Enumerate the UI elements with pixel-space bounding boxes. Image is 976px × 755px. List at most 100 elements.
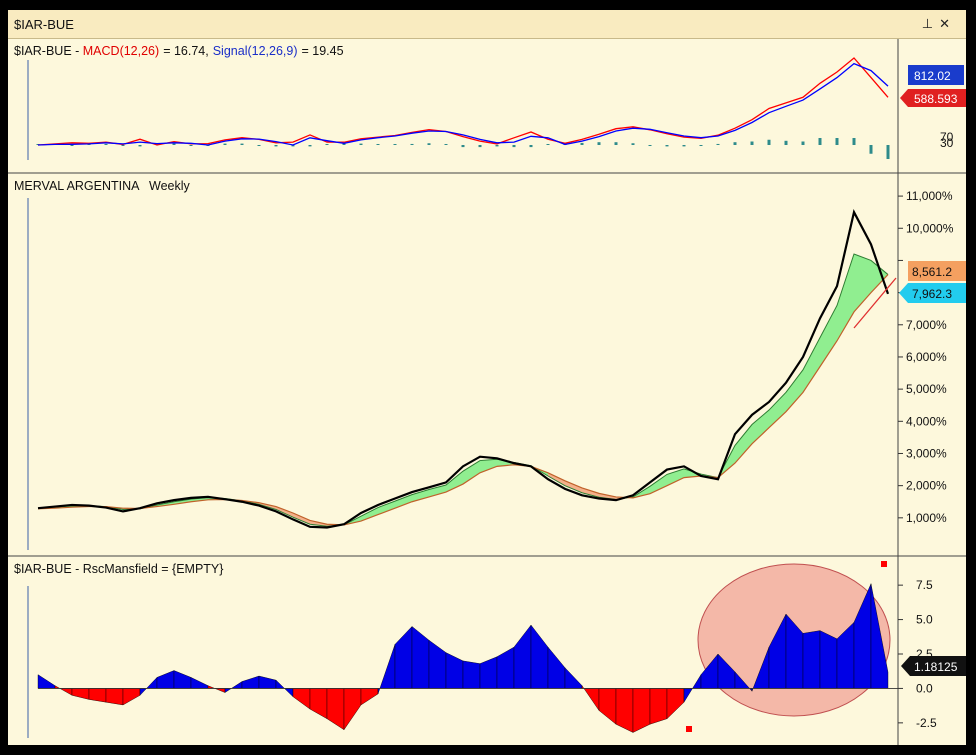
macd-histogram-bar — [852, 138, 856, 145]
price-tick-label: 11,000% — [906, 189, 953, 203]
chart-window: $IAR-BUE ⊥✕ $IAR-BUE - MACD(12,26) = 16.7… — [8, 10, 966, 745]
macd-histogram-bar — [648, 145, 652, 146]
rsc-positive-segment — [462, 660, 481, 689]
pin-icon[interactable]: ⊥ — [921, 16, 940, 31]
rsc-positive-segment — [224, 681, 243, 693]
fast-ma-line — [37, 253, 889, 527]
rsc-negative-segment — [360, 688, 379, 706]
rsc-negative-segment — [207, 685, 226, 693]
ma-ribbon-segment — [548, 472, 565, 486]
rsc-positive-segment — [139, 676, 158, 696]
macd-label: MACD(12,26) — [83, 44, 159, 58]
ma-ribbon-segment — [650, 474, 667, 494]
ma-ribbon-segment — [361, 507, 378, 522]
macd-histogram-bar — [682, 145, 686, 147]
rsc-negative-segment — [615, 688, 634, 733]
rsc-positive-segment — [547, 646, 566, 689]
rsc-negative-segment — [649, 688, 668, 725]
rsc-negative-segment — [71, 688, 90, 700]
macd-tag-text: 812.02 — [914, 69, 951, 83]
macd-panel: $IAR-BUE - MACD(12,26) = 16.74, Signal(12,… — [14, 44, 966, 159]
rsc-positive-segment — [377, 644, 396, 694]
macd-histogram-bar — [70, 145, 74, 146]
price-y-axis: 1,000% 2,000% 3,000% 4,000% 5,000% 6,000% 7,00… — [898, 189, 954, 525]
macd-histogram — [36, 138, 890, 159]
macd-histogram-bar — [546, 144, 550, 145]
ma-ribbon-segment — [599, 493, 616, 500]
rsc-y-axis: -2.50.02.55.07.5 — [898, 578, 937, 730]
ma-ribbon-segment — [854, 254, 871, 312]
macd-title-prefix: $IAR-BUE - — [14, 44, 83, 58]
rsc-negative-segment — [88, 688, 107, 703]
macd-line — [37, 57, 889, 146]
macd-histogram-bar — [597, 142, 601, 145]
macd-ytick-70: 70 — [940, 130, 954, 144]
rsc-tag-text: 1.18125 — [914, 660, 958, 674]
rsc-negative-segment — [309, 688, 328, 720]
marker-square-bottom — [686, 726, 692, 732]
macd-histogram-bar — [614, 142, 618, 145]
rsc-tick-label: 7.5 — [916, 578, 933, 592]
macd-histogram-bar — [444, 144, 448, 145]
rsc-panel: $IAR-BUE - RscMansfield = {EMPTY} -2.5 0.… — [14, 561, 966, 733]
macd-histogram-bar — [733, 142, 737, 145]
ma-ribbon-segment — [412, 489, 429, 502]
macd-histogram-bar — [529, 145, 533, 148]
panel-grid — [8, 39, 966, 745]
macd-histogram-bar — [716, 143, 720, 145]
macd-histogram-bar — [818, 138, 822, 145]
macd-histogram-bar — [189, 145, 193, 146]
rsc-title: $IAR-BUE - RscMansfield = {EMPTY} — [14, 562, 223, 576]
macd-histogram-bar — [223, 143, 227, 145]
price-tag-lower: 7,962.3 — [899, 283, 966, 303]
macd-histogram-bar — [886, 145, 890, 159]
rsc-negative-segment — [343, 688, 362, 731]
rsc-value-tag: 1.18125 — [901, 656, 966, 676]
ma-ribbon-segment — [480, 459, 497, 473]
rsc-positive-segment — [479, 656, 498, 689]
ma-ribbon-segment — [803, 337, 820, 393]
macd-histogram-bar — [291, 145, 295, 147]
price-tick-label: 5,000% — [906, 382, 947, 396]
macd-histogram-bar — [359, 143, 363, 145]
svg-text:$IAR-BUE - MACD(12,26)= 16.74,: $IAR-BUE - MACD(12,26) = 16.74, Signal(12,… — [14, 44, 344, 58]
ma-ribbon-segment — [820, 305, 837, 367]
macd-histogram-bar — [631, 143, 635, 145]
macd-histogram-bar — [801, 141, 805, 145]
rsc-tick-label: 5.0 — [916, 613, 933, 627]
rsc-positive-segment — [411, 626, 430, 689]
ma-ribbon-segment — [293, 513, 310, 525]
rsc-positive-segment — [156, 670, 175, 689]
macd-histogram-bar — [699, 145, 703, 146]
rsc-tick-label: -2.5 — [916, 716, 937, 730]
price-title: MERVAL ARGENTINA — [14, 179, 140, 193]
macd-histogram-bar — [104, 144, 108, 145]
macd-histogram-bar — [274, 145, 278, 147]
rsc-negative-segment — [105, 688, 124, 706]
macd-histogram-bar — [427, 143, 431, 145]
rsc-negative-segment — [598, 688, 617, 725]
rsc-positive-segment — [530, 624, 549, 689]
rsc-negative-segment — [122, 688, 141, 706]
trend-line — [853, 277, 897, 329]
ma-ribbon-segment — [276, 506, 293, 518]
macd-histogram-bar — [665, 145, 669, 147]
signal-label: Signal(12,26,9) — [213, 44, 298, 58]
macd-histogram-bar — [784, 140, 788, 145]
macd-value-tag: 812.02 — [908, 65, 964, 85]
rsc-negative-segment — [292, 688, 311, 710]
rsc-negative-segment — [632, 688, 651, 733]
rsc-positive-segment — [564, 667, 583, 689]
macd-histogram-bar — [172, 143, 176, 145]
close-icon[interactable]: ✕ — [939, 16, 956, 31]
ma-ribbon-segment — [174, 499, 191, 505]
rsc-positive-segment — [496, 646, 515, 689]
rsc-positive-segment — [394, 625, 413, 689]
macd-histogram-bar — [257, 145, 261, 146]
signal-value: = 19.45 — [302, 44, 344, 58]
macd-histogram-bar — [461, 145, 465, 148]
price-tag-lower-text: 7,962.3 — [912, 287, 952, 301]
rsc-positive-segment — [513, 624, 532, 689]
